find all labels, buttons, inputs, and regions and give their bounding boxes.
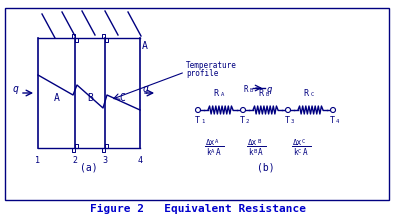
Text: Figure 2   Equivalent Resistance: Figure 2 Equivalent Resistance <box>90 204 306 214</box>
Text: 1: 1 <box>201 119 204 124</box>
Text: Δx: Δx <box>293 138 302 147</box>
Text: A: A <box>53 93 59 103</box>
Circle shape <box>286 107 291 112</box>
Circle shape <box>240 107 246 112</box>
Text: R: R <box>213 89 218 98</box>
Text: T: T <box>240 116 244 125</box>
Text: (b): (b) <box>257 163 274 173</box>
Text: q: q <box>267 84 272 93</box>
Circle shape <box>331 107 335 112</box>
Text: Δx: Δx <box>248 138 257 147</box>
Text: k: k <box>293 148 298 157</box>
Text: A: A <box>258 148 263 157</box>
Text: B: B <box>253 149 256 154</box>
Text: A: A <box>216 148 221 157</box>
Text: Δx: Δx <box>206 138 215 147</box>
Text: T: T <box>194 116 200 125</box>
Text: Temperature: Temperature <box>186 61 237 69</box>
Text: 4: 4 <box>137 156 143 165</box>
Text: A: A <box>142 41 148 51</box>
Text: (a): (a) <box>80 163 98 173</box>
Text: R: R <box>258 89 263 98</box>
Text: A: A <box>221 92 224 97</box>
Text: B: B <box>257 139 260 144</box>
Text: 1: 1 <box>36 156 40 165</box>
Text: A: A <box>303 148 308 157</box>
Text: k: k <box>248 148 253 157</box>
Text: T: T <box>284 116 289 125</box>
Text: C: C <box>310 92 314 97</box>
Text: A: A <box>211 149 214 154</box>
Circle shape <box>196 107 200 112</box>
Text: 4: 4 <box>336 119 339 124</box>
Text: C: C <box>298 149 301 154</box>
Text: B: B <box>87 93 93 103</box>
Text: 2: 2 <box>72 156 78 165</box>
Text: 3: 3 <box>291 119 294 124</box>
Text: k: k <box>206 148 211 157</box>
Text: B: B <box>265 92 269 97</box>
Text: C: C <box>302 139 305 144</box>
Bar <box>5 8 389 200</box>
Text: A: A <box>215 139 218 144</box>
Text: C: C <box>120 93 126 103</box>
Text: profile: profile <box>186 69 218 78</box>
Text: T: T <box>329 116 335 125</box>
Text: q: q <box>12 84 18 94</box>
Text: R: R <box>244 84 249 93</box>
Text: B: B <box>249 88 252 93</box>
Text: 3: 3 <box>103 156 107 165</box>
Text: R: R <box>303 89 308 98</box>
Text: 2: 2 <box>246 119 249 124</box>
Text: q: q <box>143 84 149 94</box>
